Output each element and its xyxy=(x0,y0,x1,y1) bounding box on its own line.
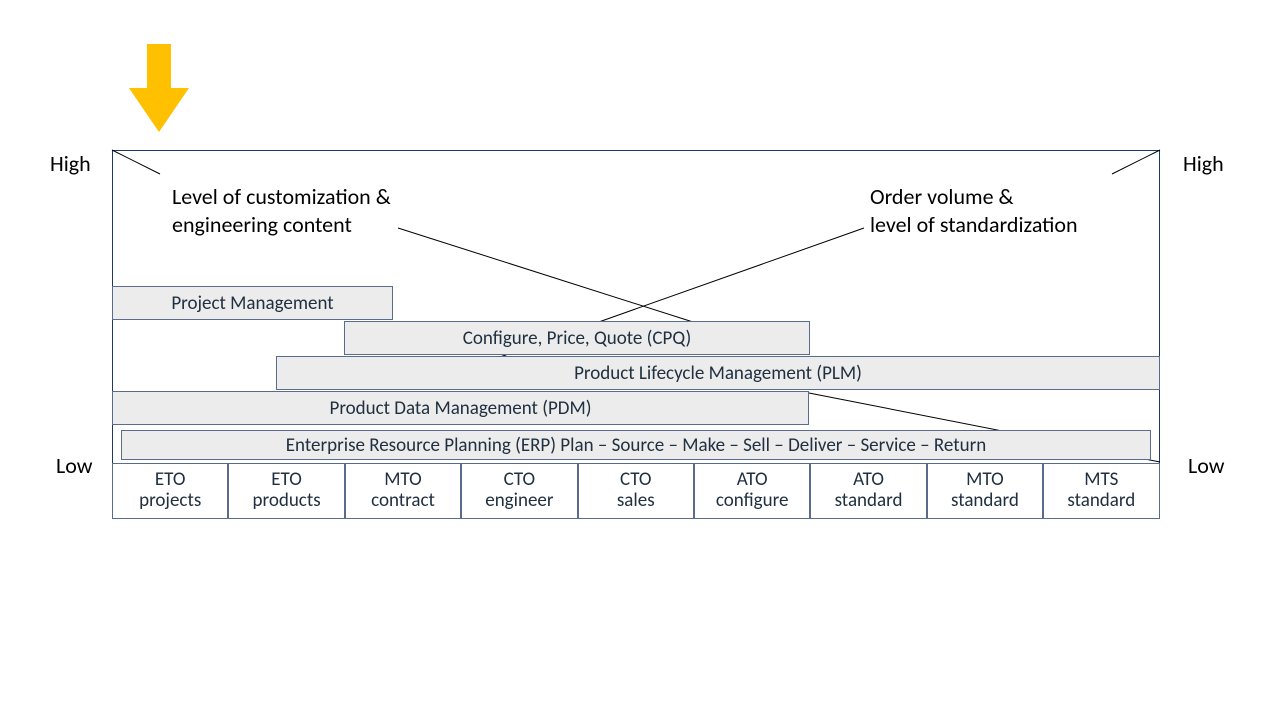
diagram-stage: High High Low Low Level of customization… xyxy=(0,0,1280,720)
band-1: Configure, Price, Quote (CPQ) xyxy=(344,321,810,355)
arrow-icon xyxy=(129,44,189,132)
axis-left-low: Low xyxy=(56,452,93,479)
band-3: Product Data Management (PDM) xyxy=(112,391,809,425)
category-6: ATOstandard xyxy=(810,463,926,519)
desc-right-line2: level of standardization xyxy=(870,211,1078,238)
category-2: MTOcontract xyxy=(345,463,461,519)
category-row: ETOprojectsETOproductsMTOcontractCTOengi… xyxy=(112,463,1160,519)
band-4: Enterprise Resource Planning (ERP) Plan … xyxy=(121,430,1151,460)
axis-right-high: High xyxy=(1183,150,1224,177)
category-7: MTOstandard xyxy=(927,463,1043,519)
band-2: Product Lifecycle Management (PLM) xyxy=(276,356,1160,390)
band-0: Project Management xyxy=(112,286,393,320)
desc-left-line1: Level of customization & xyxy=(172,183,391,210)
axis-left-high: High xyxy=(50,150,91,177)
category-4: CTOsales xyxy=(578,463,694,519)
category-1: ETOproducts xyxy=(228,463,344,519)
desc-left-line2: engineering content xyxy=(172,211,352,238)
category-0: ETOprojects xyxy=(112,463,228,519)
axis-right-low: Low xyxy=(1188,452,1225,479)
desc-right: Order volume & level of standardization xyxy=(870,183,1078,238)
category-3: CTOengineer xyxy=(461,463,577,519)
category-5: ATOconfigure xyxy=(694,463,810,519)
category-8: MTSstandard xyxy=(1043,463,1159,519)
desc-left: Level of customization & engineering con… xyxy=(172,183,391,238)
desc-right-line1: Order volume & xyxy=(870,183,1014,210)
